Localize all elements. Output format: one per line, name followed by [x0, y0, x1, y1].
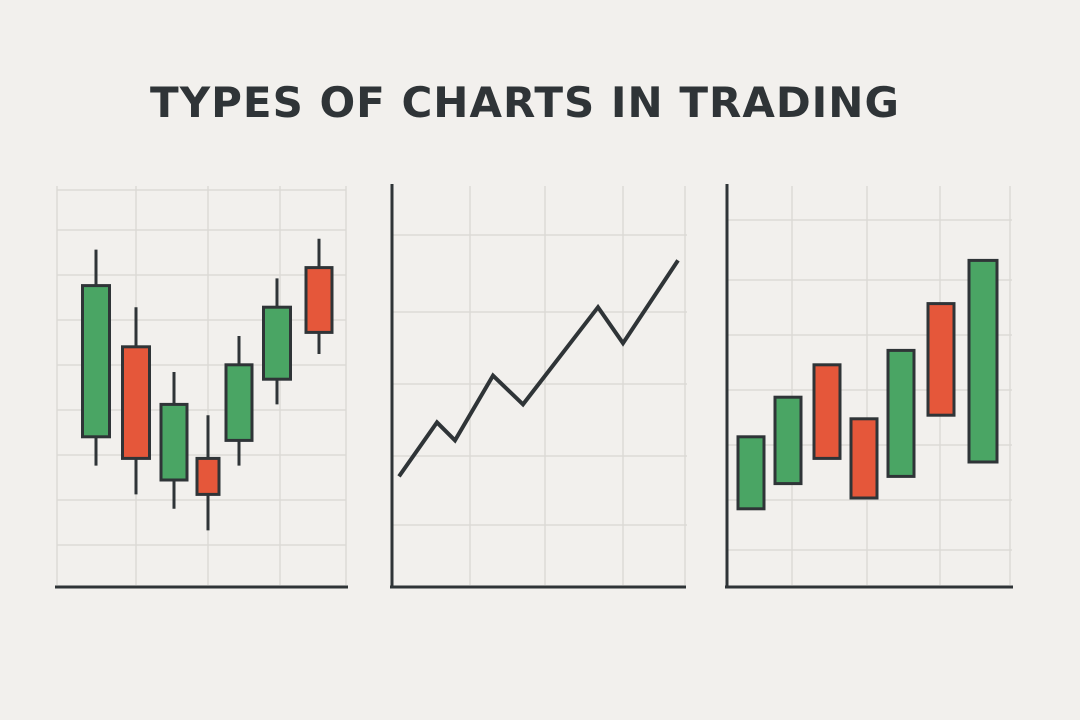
candle-body	[262, 305, 292, 381]
bar	[886, 348, 916, 478]
bar	[967, 258, 999, 464]
candle-body	[159, 402, 189, 482]
bar	[812, 363, 842, 460]
bar-chart	[725, 184, 1013, 589]
line-chart	[390, 184, 687, 589]
candle-body	[195, 456, 221, 496]
bar	[926, 302, 956, 417]
bar	[736, 435, 766, 511]
price-line	[397, 259, 680, 478]
candle-body	[121, 345, 151, 460]
page-title: TYPES OF CHARTS IN TRADING	[150, 78, 900, 127]
candle-body	[304, 266, 334, 334]
candle-body	[224, 363, 254, 442]
bar	[773, 395, 803, 486]
bar	[849, 417, 879, 500]
candle-body	[81, 284, 111, 439]
candlestick-chart	[55, 186, 348, 589]
